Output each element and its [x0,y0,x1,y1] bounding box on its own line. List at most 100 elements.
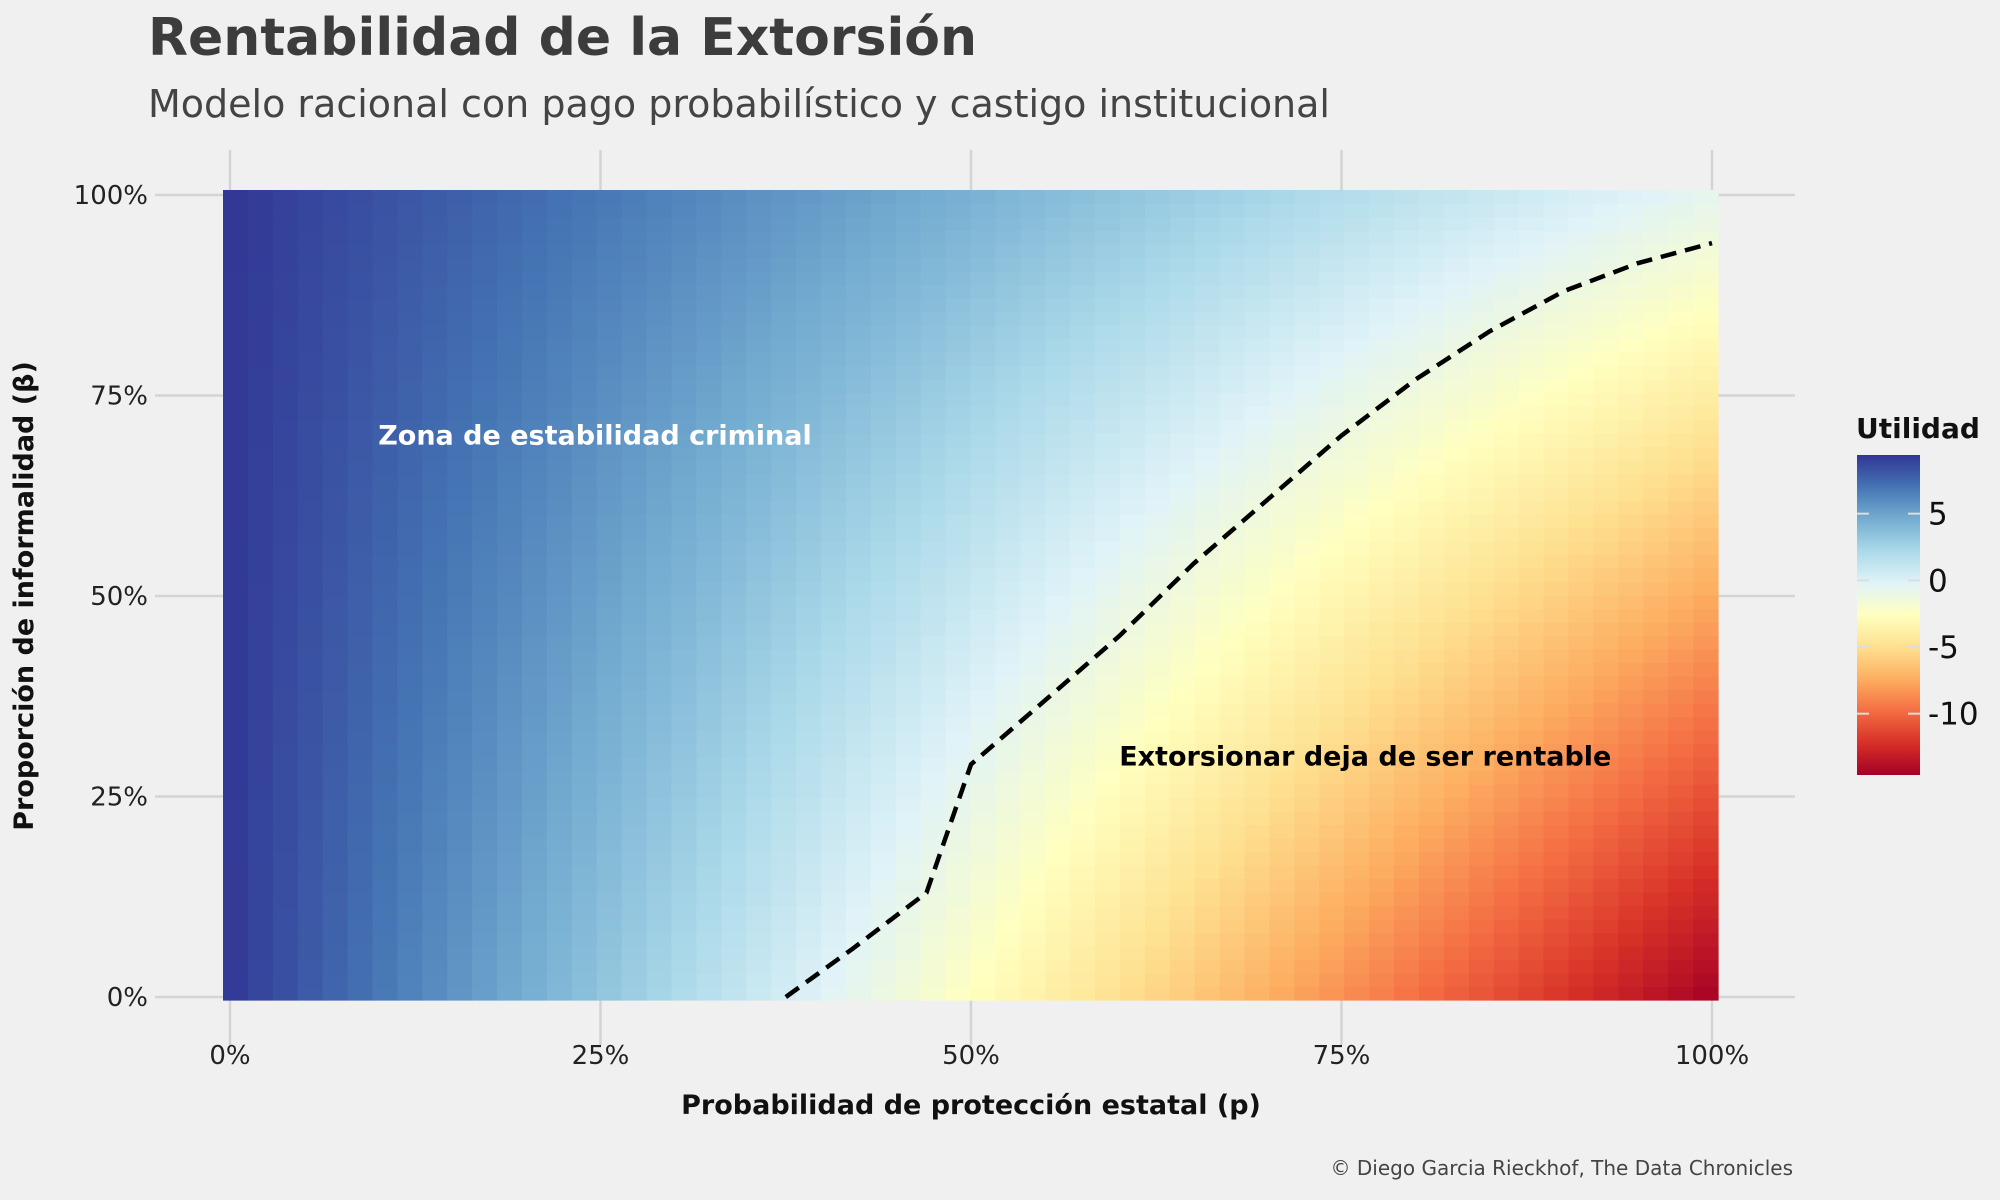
heatmap-cell [845,460,872,475]
heatmap-cell [1468,433,1495,448]
heatmap-cell [970,608,997,623]
heatmap-cell [472,500,498,515]
heatmap-cell [1593,959,1619,974]
heatmap-cell [522,487,548,502]
heatmap-cell [1120,743,1146,758]
heatmap-cell [1219,325,1246,340]
heatmap-cell [1593,676,1619,691]
heatmap-cell [771,716,797,731]
heatmap-cell [1070,406,1096,421]
heatmap-cell [247,932,274,947]
heatmap-cell [422,986,448,1001]
heatmap-cell [1369,973,1395,988]
heatmap-cell [1593,338,1619,353]
heatmap-cell [1693,757,1719,772]
heatmap-cell [497,379,523,394]
heatmap-cell [397,824,423,839]
heatmap-cell [1518,527,1545,542]
heatmap-cell [895,797,922,812]
heatmap-cell [422,203,448,218]
heatmap-cell [746,689,772,704]
heatmap-cell [1568,797,1595,812]
heatmap-cell [796,959,822,974]
heatmap-cell [621,892,648,907]
heatmap-cell [596,608,623,623]
heatmap-cell [1070,244,1096,259]
heatmap-cell [1045,325,1071,340]
heatmap-cell [1618,622,1644,637]
heatmap-cell [1144,608,1171,623]
heatmap-cell [272,797,299,812]
heatmap-cell [845,811,872,826]
heatmap-cell [472,595,498,610]
heatmap-cell [247,703,274,718]
heatmap-cell [970,811,997,826]
heatmap-cell [223,230,249,245]
heatmap-cell [422,217,448,232]
heatmap-cell [1618,959,1644,974]
heatmap-cell [546,946,573,961]
heatmap-cell [771,851,797,866]
heatmap-cell [422,797,448,812]
heatmap-cell [1269,878,1296,893]
heatmap-cell [1219,406,1246,421]
heatmap-cell [1518,986,1545,1001]
heatmap-cell [845,797,872,812]
heatmap-cell [272,217,299,232]
heatmap-cell [397,527,423,542]
heatmap-cell [945,595,972,610]
heatmap-cell [447,595,473,610]
heatmap-cell [1618,743,1644,758]
heatmap-cell [995,514,1021,529]
heatmap-cell [223,392,249,407]
heatmap-cell [1518,460,1545,475]
heatmap-cell [472,743,498,758]
heatmap-cell [621,487,648,502]
heatmap-cell [721,433,747,448]
heatmap-cell [1020,190,1046,205]
heatmap-cell [1070,635,1096,650]
heatmap-cell [920,757,947,772]
heatmap-cell [1294,730,1320,745]
heatmap-cell [472,581,498,596]
heatmap-cell [1643,595,1669,610]
heatmap-cell [671,824,698,839]
heatmap-cell [546,730,573,745]
heatmap-cell [1419,824,1445,839]
heatmap-cell [223,325,249,340]
heatmap-cell [1693,460,1719,475]
heatmap-cell [845,230,872,245]
heatmap-cell [621,406,648,421]
heatmap-cell [1020,716,1046,731]
heatmap-cell [596,500,623,515]
heatmap-cell [372,959,399,974]
heatmap-cell [1144,406,1171,421]
heatmap-cell [397,878,423,893]
heatmap-cell [247,865,274,880]
heatmap-cell [746,878,772,893]
heatmap-cell [1643,460,1669,475]
heatmap-cell [1468,986,1495,1001]
heatmap-cell [347,325,374,340]
heatmap-cell [1419,973,1445,988]
heatmap-cell [397,217,423,232]
heatmap-cell [1219,419,1246,434]
heatmap-cell [223,298,249,313]
heatmap-cell [920,473,947,488]
heatmap-cell [297,446,324,461]
heatmap-cell [546,500,573,515]
heatmap-cell [1319,568,1345,583]
heatmap-cell [995,487,1021,502]
heatmap-cell [596,905,623,920]
heatmap-cell [646,527,673,542]
heatmap-cell [1219,271,1246,286]
heatmap-cell [945,500,972,515]
heatmap-cell [721,230,747,245]
heatmap-cell [895,932,922,947]
heatmap-cell [995,473,1021,488]
heatmap-cell [497,271,523,286]
heatmap-cell [1419,757,1445,772]
heatmap-cell [1693,473,1719,488]
heatmap-cell [223,271,249,286]
heatmap-cell [895,541,922,556]
